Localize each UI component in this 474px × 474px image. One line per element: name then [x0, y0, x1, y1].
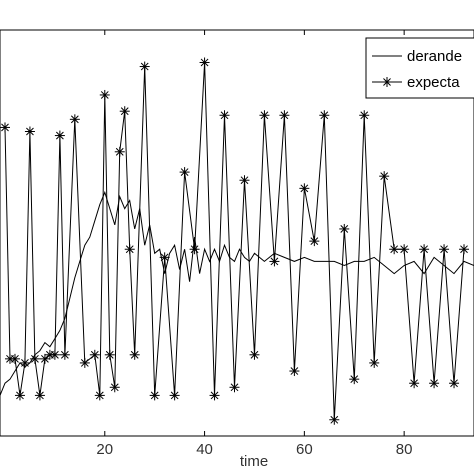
- legend-box: [365, 37, 474, 99]
- data-point-expecta: [449, 378, 460, 389]
- x-tick-label: 60: [296, 441, 313, 458]
- series-layer: [0, 57, 474, 425]
- data-point-expecta: [409, 378, 420, 389]
- x-tick-label: 80: [396, 441, 413, 458]
- legend-marker-asterisk: [382, 77, 392, 87]
- data-point-expecta: [24, 126, 35, 137]
- data-point-expecta: [0, 122, 10, 133]
- data-point-expecta: [199, 57, 210, 68]
- legend-label-derande: derande: [407, 48, 462, 65]
- data-point-expecta: [139, 61, 150, 72]
- data-point-expecta: [39, 353, 50, 364]
- data-point-expecta: [29, 353, 40, 364]
- data-point-expecta: [34, 390, 45, 401]
- data-point-expecta: [79, 357, 90, 368]
- x-axis-title: time: [240, 453, 268, 470]
- data-point-expecta: [419, 244, 430, 255]
- data-point-expecta: [229, 382, 240, 393]
- data-point-expecta: [219, 110, 230, 121]
- data-point-expecta: [54, 130, 65, 141]
- data-point-expecta: [114, 146, 125, 157]
- data-point-expecta: [69, 114, 80, 125]
- data-point-expecta: [19, 357, 30, 368]
- data-point-expecta: [399, 244, 410, 255]
- data-point-expecta: [49, 349, 60, 360]
- data-point-expecta: [169, 390, 180, 401]
- legend-label-expecta: expecta: [407, 74, 460, 91]
- data-point-expecta: [124, 244, 135, 255]
- data-point-expecta: [439, 244, 450, 255]
- x-tick-label: 20: [96, 441, 113, 458]
- data-point-expecta: [99, 89, 110, 100]
- data-point-expecta: [9, 353, 20, 364]
- data-point-expecta: [359, 110, 370, 121]
- legend: derande expecta: [365, 37, 474, 99]
- data-point-expecta: [179, 167, 190, 178]
- data-point-expecta: [459, 244, 470, 255]
- data-point-expecta: [259, 110, 270, 121]
- data-point-expecta: [389, 244, 400, 255]
- data-point-expecta: [119, 106, 130, 117]
- data-point-expecta: [379, 171, 390, 182]
- data-point-expecta: [279, 110, 290, 121]
- series-line-derande: [0, 190, 474, 396]
- data-point-expecta: [89, 349, 100, 360]
- data-point-expecta: [269, 256, 280, 267]
- legend-swatch-expecta-marker: [382, 77, 392, 87]
- data-point-expecta: [94, 390, 105, 401]
- data-point-expecta: [129, 349, 140, 360]
- data-point-expecta: [329, 414, 340, 425]
- data-point-expecta: [319, 110, 330, 121]
- data-point-expecta: [349, 374, 360, 385]
- data-point-expecta: [289, 366, 300, 377]
- data-point-expecta: [59, 349, 70, 360]
- data-point-expecta: [14, 390, 25, 401]
- data-point-expecta: [369, 357, 380, 368]
- data-point-expecta: [209, 390, 220, 401]
- data-point-expecta: [149, 390, 160, 401]
- data-point-expecta: [159, 252, 170, 263]
- data-point-expecta: [339, 223, 350, 234]
- data-point-expecta: [104, 349, 115, 360]
- data-point-expecta: [429, 378, 440, 389]
- data-point-expecta: [309, 236, 320, 247]
- data-point-expecta: [299, 183, 310, 194]
- data-point-expecta: [249, 349, 260, 360]
- data-point-expecta: [109, 382, 120, 393]
- x-tick-label: 40: [196, 441, 213, 458]
- data-point-expecta: [189, 244, 200, 255]
- tick-layer: 20 40 60 80: [96, 30, 412, 458]
- data-point-expecta: [239, 175, 250, 186]
